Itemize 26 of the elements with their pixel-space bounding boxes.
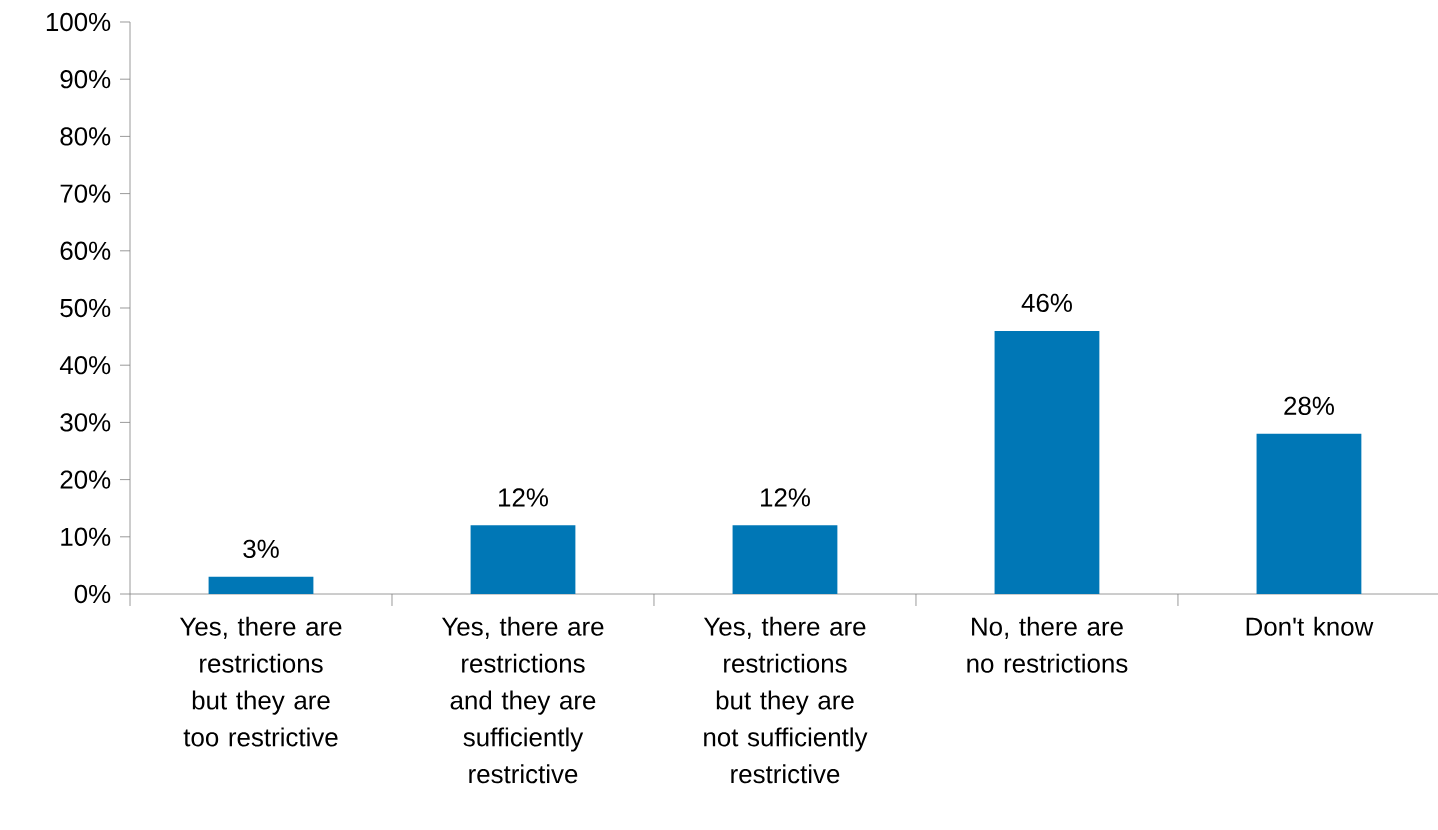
- data-label: 46%: [1021, 293, 1072, 313]
- bar: [994, 330, 1100, 594]
- bar: [470, 525, 576, 594]
- data-label: 3%: [243, 539, 279, 558]
- x-tick-label: Yes, there are restrictions and they are sufficiently restrictive: [441, 616, 604, 784]
- y-tick-label: 10%: [61, 527, 111, 546]
- bar: [1256, 433, 1362, 594]
- data-label: 12%: [499, 488, 548, 507]
- bar: [732, 525, 838, 594]
- y-tick-label: 20%: [60, 470, 111, 489]
- x-tick-label: Yes, there are restrictions but they are too restrictive: [179, 616, 342, 747]
- x-tick-label: Yes, there are restrictions but they are not sufficiently restrictive: [703, 616, 868, 784]
- y-tick-label: 40%: [59, 356, 111, 375]
- data-label: 28%: [1284, 396, 1334, 415]
- y-tick-label: 100%: [46, 12, 111, 32]
- y-tick-label: 80%: [60, 127, 111, 146]
- y-tick-label: 70%: [60, 184, 111, 203]
- data-label: 12%: [761, 488, 810, 507]
- y-tick-label: 90%: [60, 70, 111, 89]
- x-tick-label: Don't know: [1246, 616, 1374, 636]
- bar: [208, 576, 314, 594]
- y-tick-label: 50%: [60, 298, 111, 318]
- x-tick-label: No, there are no restrictions: [967, 616, 1128, 673]
- y-tick-label: 0%: [74, 584, 111, 604]
- y-tick-label: 30%: [60, 413, 111, 432]
- y-tick-label: 60%: [60, 241, 111, 260]
